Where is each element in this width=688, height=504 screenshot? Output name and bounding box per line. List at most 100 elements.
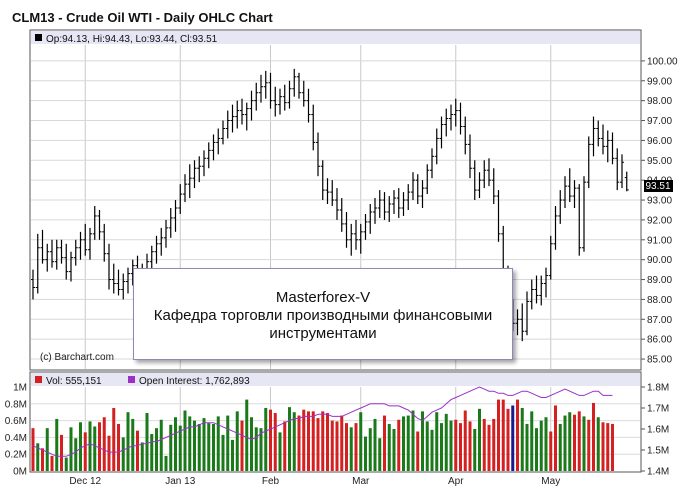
volume-bar (392, 429, 396, 471)
volume-bar (69, 427, 73, 471)
volume-tick-label: 0M (13, 467, 27, 478)
x-tick-label: May (541, 476, 560, 487)
volume-bar (36, 443, 40, 471)
volume-bar (117, 423, 120, 471)
ohlc-bar (396, 188, 401, 218)
price-tick-label: 92.00 (647, 215, 672, 226)
ohlc-bar (297, 72, 301, 99)
ohlc-bar (107, 243, 111, 290)
volume-bar (292, 412, 296, 471)
ohlc-bar (178, 184, 183, 214)
ohlc-bar (401, 192, 406, 216)
volume-bar (164, 455, 168, 471)
x-axis-labels: Dec 12 Jan 13 Feb Mar Apr May (69, 476, 560, 487)
volume-bar (278, 432, 282, 471)
price-tick-label: 89.00 (647, 275, 672, 286)
volume-bar (226, 415, 230, 471)
ohlc-bar (88, 227, 92, 260)
volume-bar (188, 416, 192, 471)
ohlc-bar (54, 239, 59, 270)
open-interest-legend: Open Interest: 1,762,893 (139, 376, 250, 387)
legend-marker-open-interest (128, 376, 135, 383)
ohlc-bar (354, 219, 358, 250)
volume-bar (482, 418, 486, 471)
volume-bar (535, 428, 538, 471)
ohlc-bar (206, 142, 211, 169)
volume-bar (88, 421, 92, 471)
volume-bar (240, 420, 244, 471)
ohlc-bar (173, 200, 178, 232)
ohlc-bar (415, 174, 420, 205)
price-tick-label: 99.00 (647, 76, 672, 87)
volume-bar (50, 455, 54, 471)
volume-bar (587, 419, 591, 471)
volume-bar (297, 415, 301, 471)
volume-legend: Vol: 555,151 (46, 376, 102, 387)
ohlc-bar (249, 90, 254, 121)
ohlc-bar (116, 269, 121, 296)
ohlc-bar (482, 160, 487, 189)
volume-bar (250, 417, 253, 471)
volume-bar (178, 425, 182, 471)
volume-bar (592, 402, 595, 471)
volume-bar (98, 422, 101, 471)
ohlc-bar (377, 190, 382, 218)
ohlc-bar (225, 110, 230, 139)
ohlc-bar (40, 229, 45, 264)
volume-bar (563, 415, 567, 471)
volume-bar (259, 428, 263, 471)
ohlc-bar (487, 158, 491, 187)
ohlc-bar (363, 213, 368, 240)
volume-bar (601, 422, 605, 471)
volume-bar (596, 417, 600, 471)
ohlc-bar (64, 243, 69, 280)
ohlc-bar (240, 98, 244, 125)
volume-bar (273, 413, 277, 471)
price-panel: Op:94.13, Hi:94.43, Lo:93.44, Cl:93.51 8… (29, 29, 678, 371)
ohlc-bar (50, 239, 54, 268)
ohlc-bar (216, 128, 221, 155)
price-tick-label: 86.00 (647, 335, 672, 346)
ohlc-bar (168, 207, 173, 238)
volume-bar (31, 428, 35, 471)
watermark-line-2: Кафедра торговли производными финансовым… (153, 307, 493, 324)
volume-bar (159, 419, 163, 471)
volume-bar (487, 424, 491, 471)
ohlc-bar (320, 160, 325, 201)
volume-bar (530, 411, 534, 471)
volume-bar (235, 411, 239, 471)
ohlc-bar (477, 172, 482, 199)
ohlc-bar (525, 291, 529, 336)
volume-bar (121, 437, 125, 471)
volume-bar (126, 412, 130, 471)
volume-bar (378, 438, 382, 471)
ohlc-bar (35, 233, 40, 294)
ohlc-bar (121, 273, 126, 300)
volume-bar (145, 413, 149, 471)
volume-bar (60, 434, 63, 471)
ohlc-bar (335, 188, 339, 220)
volume-bar (136, 430, 139, 471)
ohlc-bar (263, 70, 268, 99)
price-tick-label: 98.00 (647, 96, 672, 107)
volume-legend-band (31, 373, 640, 386)
ohlc-bar (563, 176, 567, 208)
ohlc-bar (444, 108, 449, 137)
open-interest-tick-label: 1.6M (647, 425, 669, 436)
volume-bar (197, 423, 201, 471)
price-tick-label: 93.00 (647, 196, 672, 207)
ohlc-bar (624, 171, 629, 192)
volume-bar (492, 418, 496, 471)
ohlc-bar (92, 206, 97, 240)
volume-bar (573, 414, 576, 471)
ohlc-bar (610, 132, 615, 165)
volume-bar (516, 399, 519, 471)
volume-bar (558, 423, 562, 471)
ohlc-bar (439, 116, 444, 149)
ohlc-bar (192, 160, 197, 189)
volume-bar (397, 419, 401, 471)
volume-bar (459, 423, 462, 471)
ohlc-bar (259, 74, 263, 103)
ohlc-bar (586, 136, 591, 189)
volume-bar (582, 416, 586, 471)
